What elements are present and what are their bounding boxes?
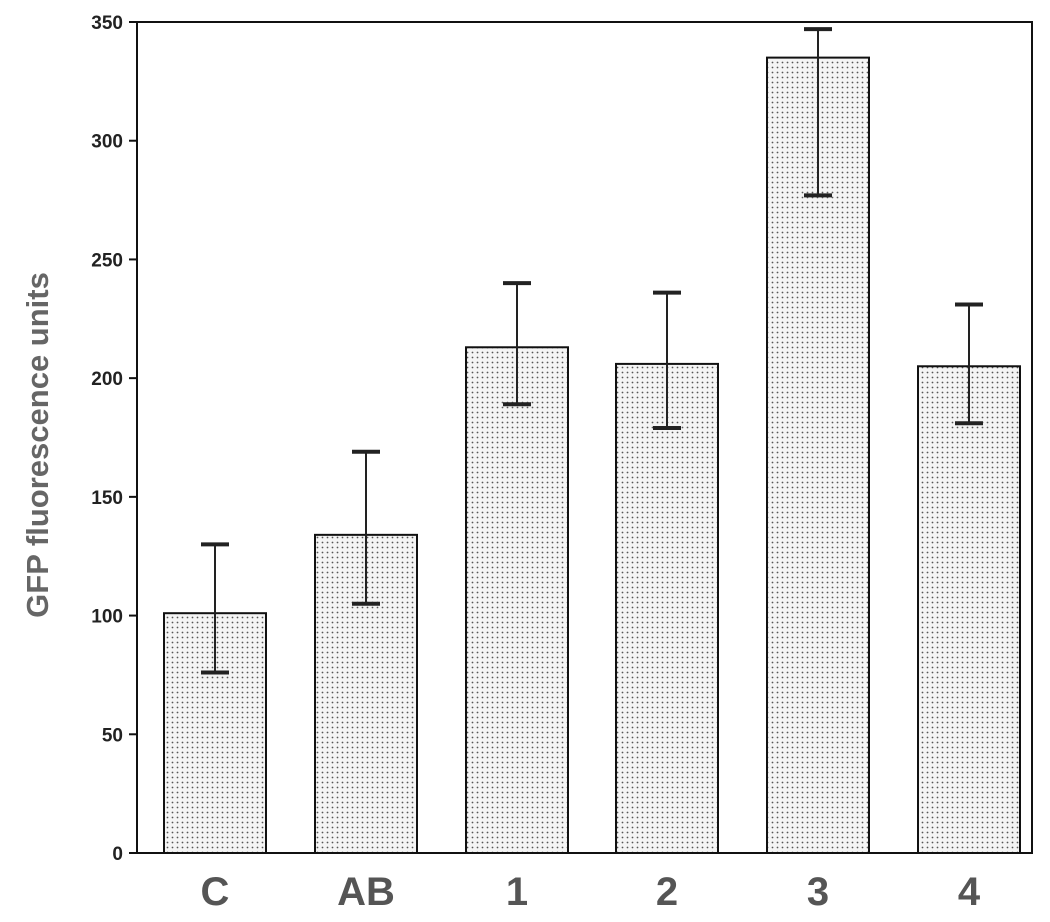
bar-1 bbox=[465, 346, 569, 854]
y-axis: 0 50 100 150 200 250 300 350 bbox=[91, 13, 137, 865]
y-axis-title: GFP fluorescence units bbox=[20, 272, 55, 618]
x-tick-label-4: 4 bbox=[958, 870, 981, 914]
bar-4 bbox=[917, 365, 1021, 854]
x-tick-label-1: 1 bbox=[506, 870, 528, 914]
x-tick-label-3: 3 bbox=[807, 870, 829, 914]
y-tick-label-250: 250 bbox=[91, 250, 123, 271]
y-tick-label-100: 100 bbox=[91, 607, 123, 628]
plot-frame bbox=[136, 21, 1033, 854]
y-tick-label-0: 0 bbox=[112, 844, 123, 865]
x-tick-label-AB: AB bbox=[337, 870, 395, 914]
y-tick-label-300: 300 bbox=[91, 132, 123, 153]
y-tick-label-200: 200 bbox=[91, 369, 123, 390]
x-tick-label-C: C bbox=[201, 870, 230, 914]
bar-2 bbox=[615, 362, 719, 854]
y-tick-label-50: 50 bbox=[102, 725, 123, 746]
error-bars-group bbox=[201, 27, 983, 675]
y-tick-label-150: 150 bbox=[91, 488, 123, 509]
bars-group bbox=[163, 56, 1021, 855]
y-tick-label-350: 350 bbox=[91, 13, 123, 34]
x-tick-label-2: 2 bbox=[656, 870, 678, 914]
x-axis: C AB 1 2 3 4 bbox=[201, 870, 981, 914]
